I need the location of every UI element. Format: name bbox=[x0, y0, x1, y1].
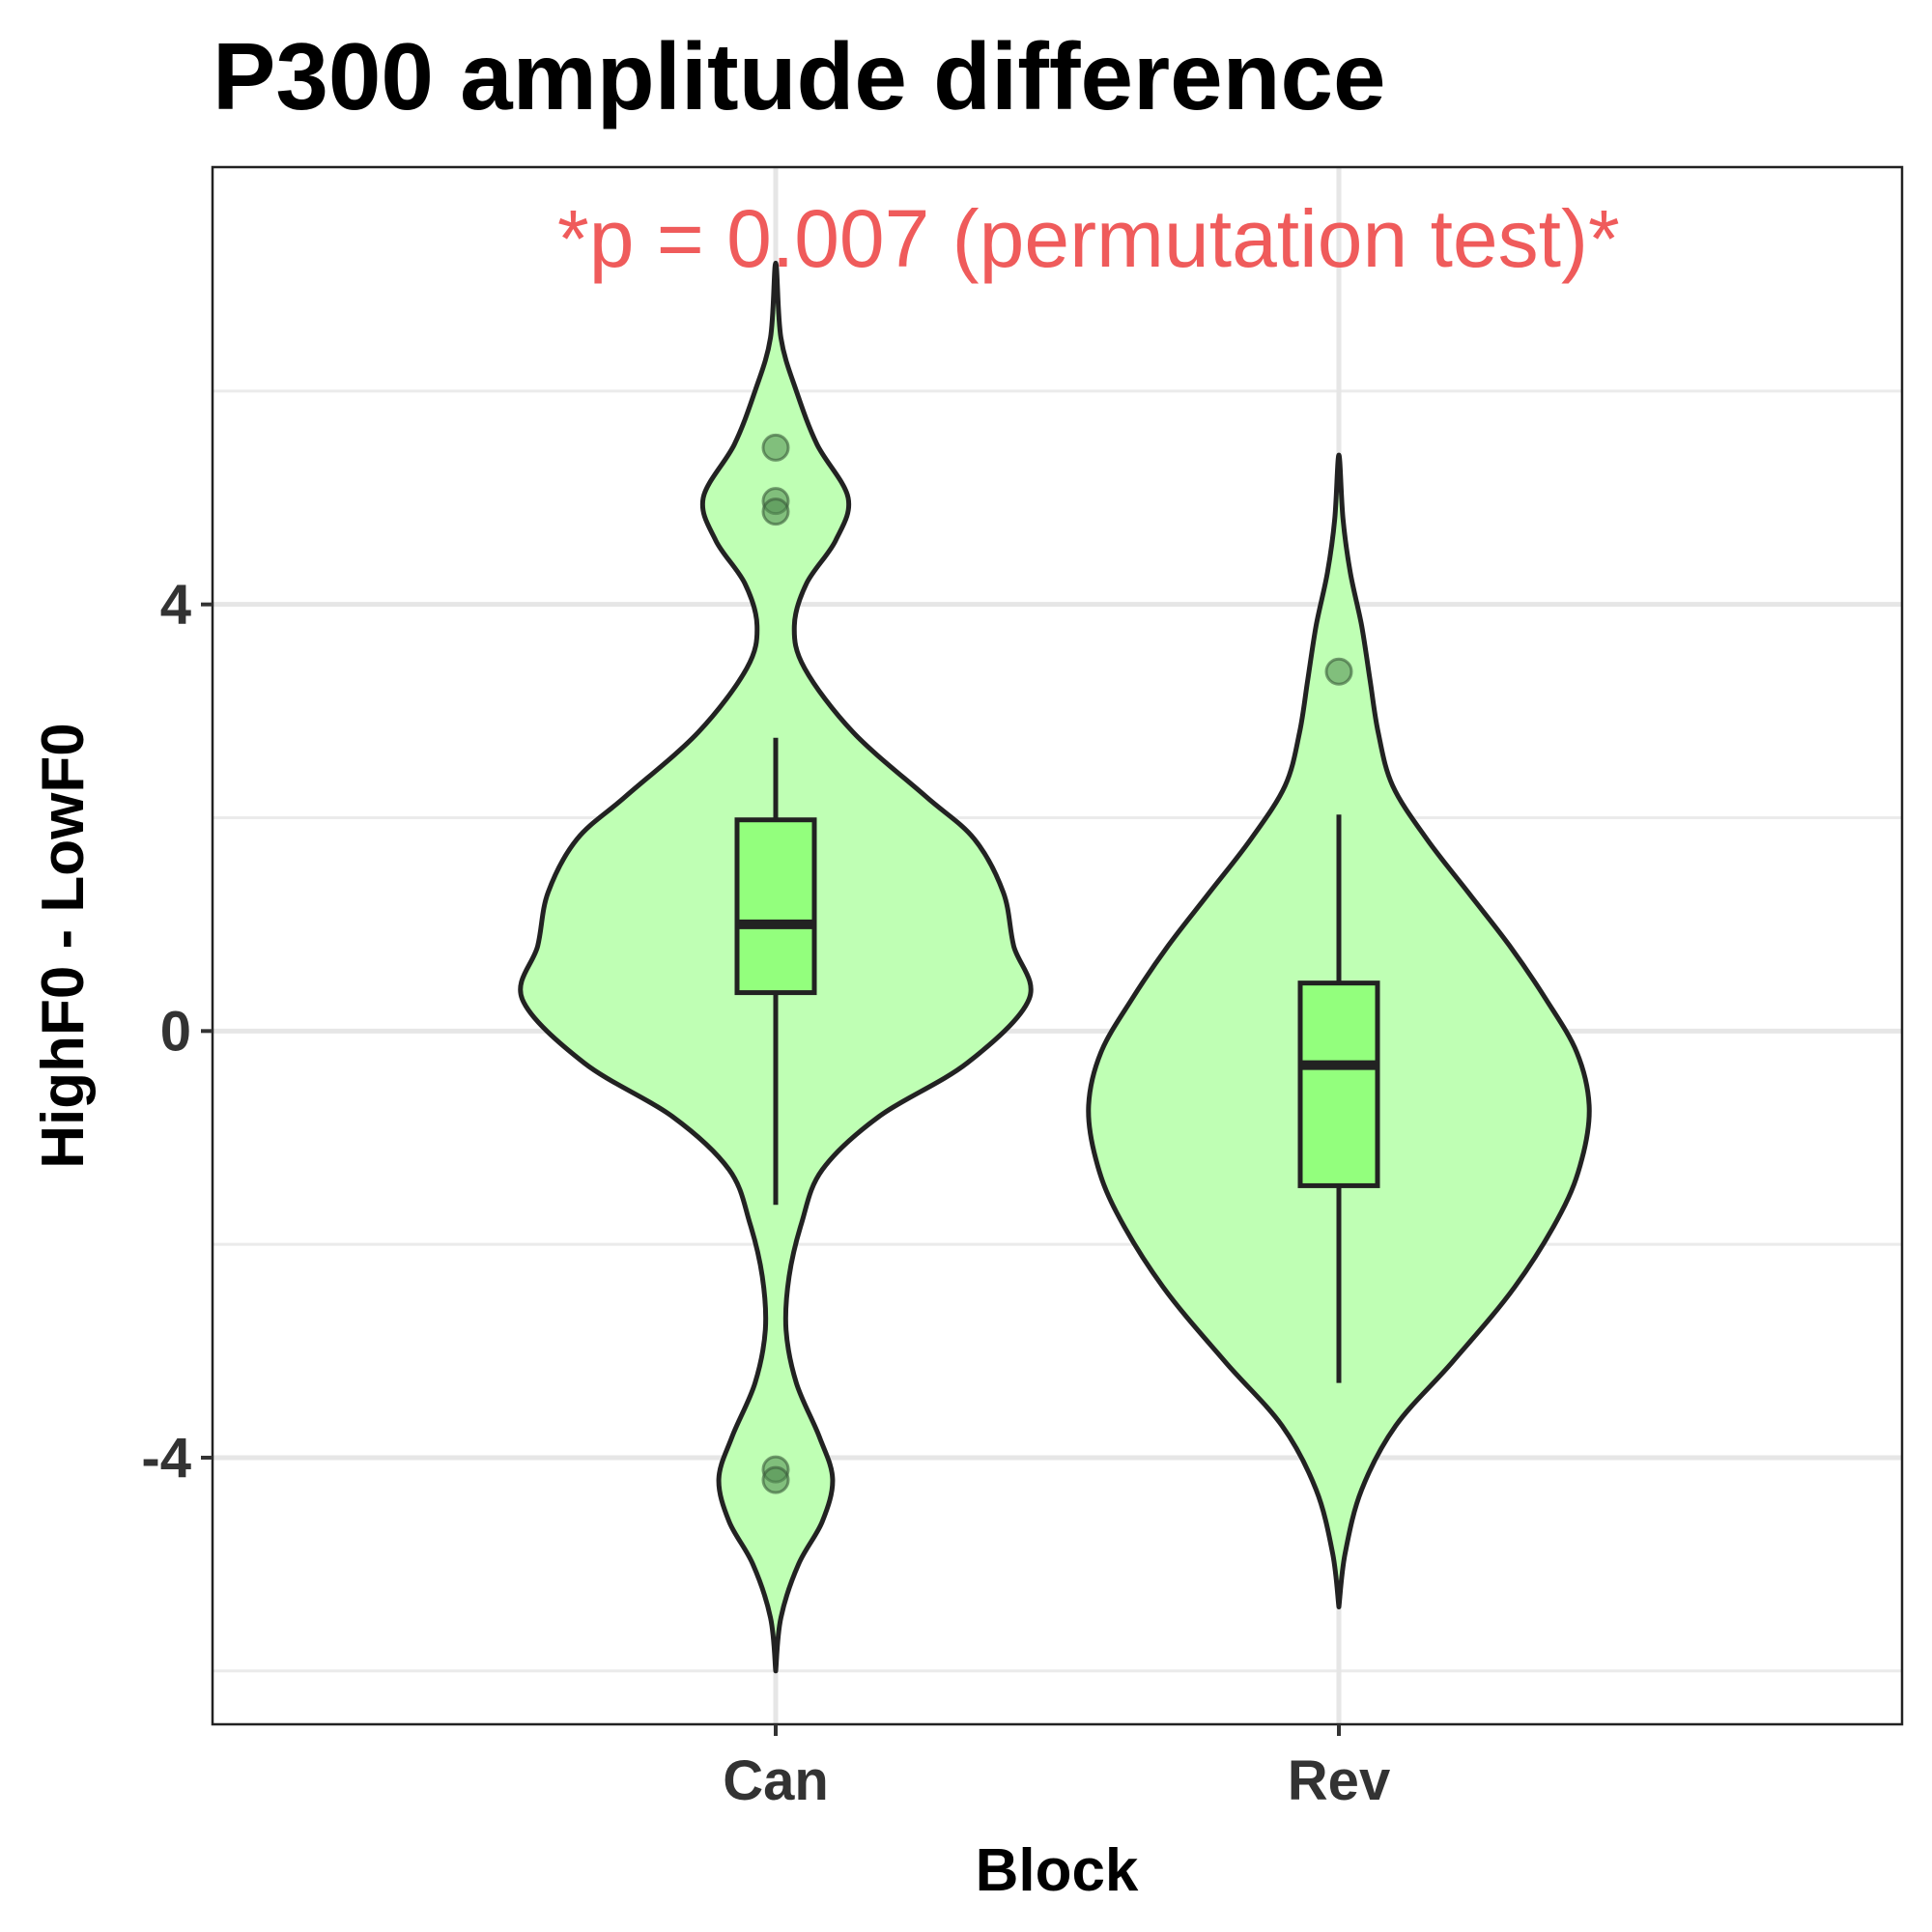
chart-title: P300 amplitude difference bbox=[213, 23, 1386, 129]
y-tick-label: 0 bbox=[160, 1000, 191, 1063]
y-tick-label: -4 bbox=[141, 1427, 191, 1490]
outlier-points bbox=[761, 433, 1353, 1494]
outlier-point bbox=[761, 497, 790, 526]
y-axis-title: HighF0 - LowF0 bbox=[30, 723, 97, 1169]
y-tick-label: 4 bbox=[160, 574, 191, 637]
outlier-point bbox=[761, 433, 790, 462]
x-axis-title: Block bbox=[976, 1837, 1139, 1904]
x-tick-label: Rev bbox=[1288, 1749, 1390, 1812]
x-tick-label: Can bbox=[723, 1749, 829, 1812]
boxplots bbox=[734, 737, 1380, 1383]
p-value-annotation: *p = 0.007 (permutation test)* bbox=[557, 193, 1620, 284]
outlier-point bbox=[1324, 657, 1353, 686]
axes: -4 0 4 Can Rev bbox=[141, 574, 1390, 1812]
gridlines bbox=[213, 167, 1902, 1724]
plot-panel-border bbox=[211, 165, 1904, 1726]
outlier-point bbox=[761, 1465, 790, 1494]
box-rev bbox=[1297, 980, 1380, 1188]
box-can bbox=[734, 817, 817, 996]
